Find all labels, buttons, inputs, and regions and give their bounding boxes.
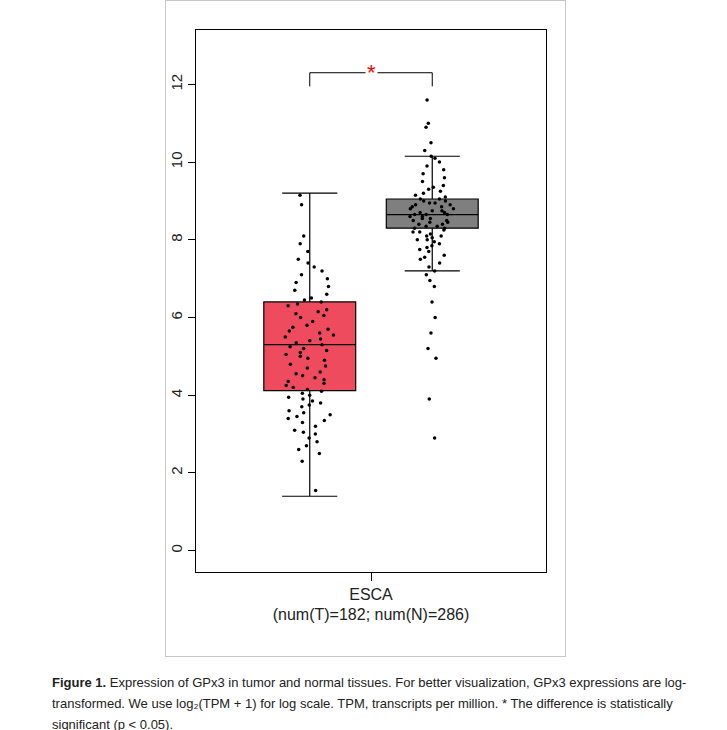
svg-text:8: 8 [168, 233, 185, 241]
svg-text:4: 4 [168, 389, 185, 397]
svg-text:12: 12 [168, 74, 185, 91]
svg-text:*: * [367, 60, 376, 85]
svg-text:ESCA: ESCA [349, 586, 393, 603]
svg-text:2: 2 [168, 466, 185, 474]
svg-text:0: 0 [168, 544, 185, 552]
html-text:Figure 1.: Figure 1. [52, 675, 107, 690]
svg-text:(num(T)=182; num(N)=286): (num(T)=182; num(N)=286) [273, 606, 470, 623]
svg-text:10: 10 [168, 152, 185, 169]
svg-text:6: 6 [168, 311, 185, 319]
